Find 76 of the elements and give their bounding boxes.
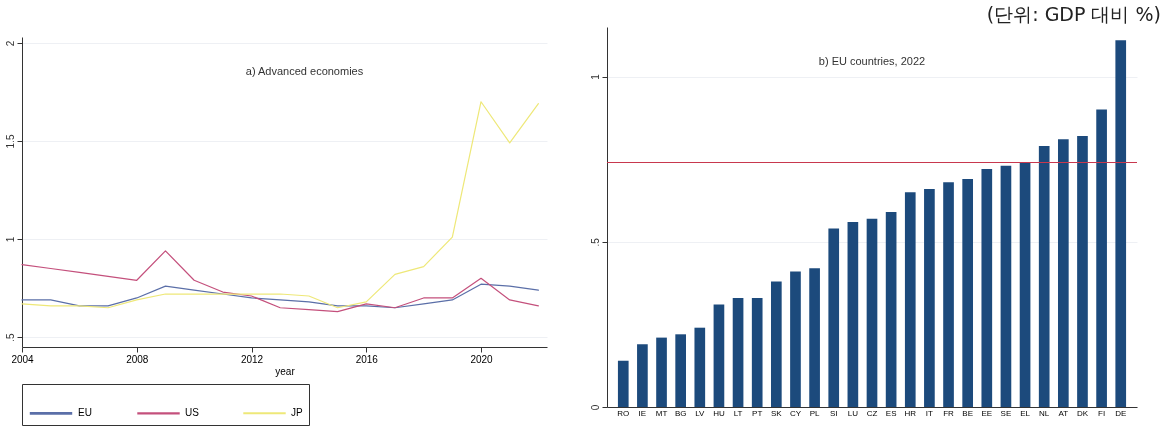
x-tick-label: PL — [809, 408, 821, 418]
x-tick-label: SI — [829, 408, 838, 418]
bar — [694, 327, 706, 407]
bar — [732, 297, 744, 407]
x-tick-label: BG — [674, 408, 687, 418]
x-tick-label: CZ — [866, 408, 878, 418]
x-tick-label: SE — [1000, 408, 1012, 418]
x-tick-label: 2012 — [240, 353, 264, 365]
bar — [790, 271, 801, 407]
legend-label: US — [185, 407, 200, 419]
y-tick-label: .5 — [4, 333, 16, 342]
x-tick-label: RO — [617, 408, 630, 418]
x-tick-label: NL — [1039, 408, 1050, 418]
bar — [656, 337, 667, 407]
bar — [1115, 40, 1127, 407]
bar — [981, 169, 993, 407]
y-tick-label: 1.5 — [4, 134, 16, 149]
y-tick-label: 1 — [589, 73, 601, 80]
bar — [904, 192, 916, 407]
x-tick-label: IT — [925, 408, 934, 418]
text: b) EU countries, 2022 — [818, 55, 926, 67]
legend-label: JP — [291, 407, 303, 419]
x-tick-label: 2004 — [11, 353, 35, 365]
bar — [1038, 145, 1050, 407]
x-tick-label: IE — [638, 408, 647, 418]
bar — [828, 228, 840, 407]
x-tick-label: AT — [1058, 408, 1069, 418]
x-tick-label: DE — [1115, 408, 1127, 418]
x-tick-label: HR — [904, 408, 917, 418]
x-tick-label: SK — [771, 408, 783, 418]
bar — [751, 297, 763, 407]
bar — [675, 334, 686, 407]
bar — [637, 344, 648, 407]
bar — [809, 268, 820, 407]
text: a) Advanced economies — [245, 65, 364, 77]
legend-label: EU — [78, 407, 92, 419]
bar — [1019, 162, 1031, 407]
x-tick-label: LV — [695, 408, 706, 418]
x-tick-label: HU — [713, 408, 725, 418]
y-tick-label: .5 — [589, 237, 601, 247]
bar — [1096, 109, 1107, 407]
x-axis-title: year — [275, 365, 296, 377]
y-tick-label: 0 — [589, 404, 601, 411]
x-tick-label: ES — [885, 408, 897, 418]
bar — [617, 360, 629, 407]
x-tick-label: DK — [1076, 408, 1089, 418]
y-tick-label: 1 — [4, 236, 16, 243]
x-tick-label: 2020 — [470, 353, 494, 365]
x-tick-label: EL — [1020, 408, 1031, 418]
x-tick-label: FR — [943, 408, 955, 418]
bar — [924, 188, 935, 407]
x-tick-label: LT — [733, 408, 743, 418]
y-tick-label: 2 — [4, 40, 16, 47]
bar — [770, 281, 782, 407]
line-series — [21, 283, 539, 309]
bar — [847, 221, 859, 407]
x-tick-label: 2016 — [355, 353, 379, 365]
bar — [866, 218, 878, 407]
bar — [713, 304, 725, 407]
x-tick-label: EE — [981, 408, 993, 418]
bar — [1077, 136, 1088, 407]
bar — [1000, 165, 1012, 407]
text: (단위: GDP 대비 %) — [986, 2, 1161, 27]
x-tick-label: BE — [962, 408, 973, 418]
line-series — [21, 101, 539, 309]
x-tick-label: FI — [1098, 408, 1106, 418]
x-tick-label: MT — [655, 408, 668, 418]
line-series — [21, 250, 539, 313]
bar — [962, 179, 974, 407]
x-tick-label: LU — [847, 408, 859, 418]
bar — [1058, 139, 1069, 407]
x-tick-label: PT — [752, 408, 763, 418]
bar — [885, 212, 897, 407]
x-tick-label: 2008 — [126, 353, 149, 365]
x-tick-label: CY — [789, 408, 802, 418]
bar — [943, 182, 954, 407]
